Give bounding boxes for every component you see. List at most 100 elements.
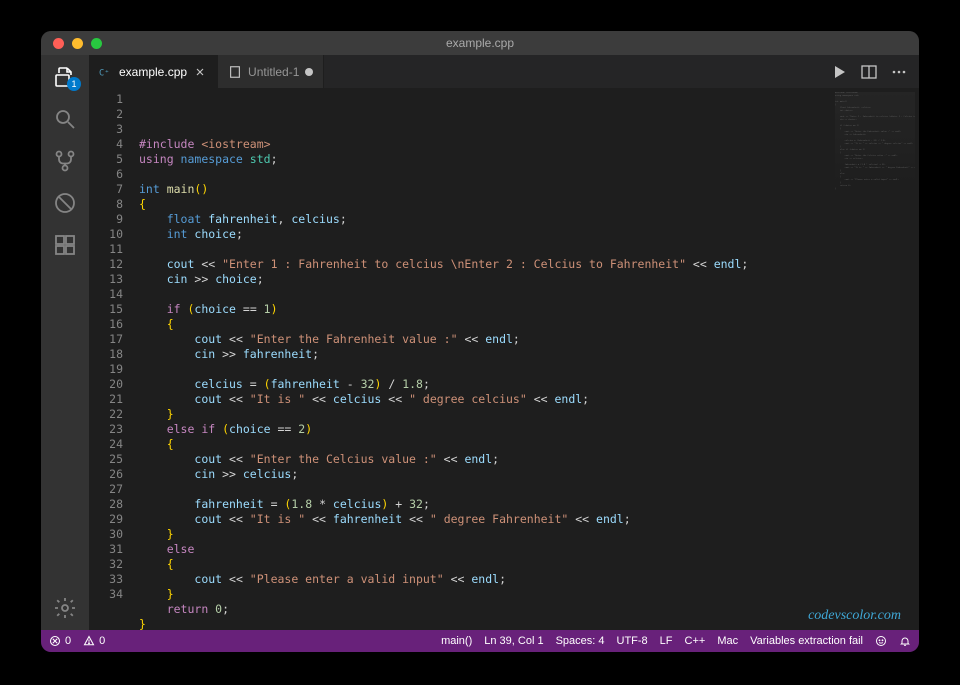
line-number: 21 <box>89 392 123 407</box>
code-line[interactable]: else if (choice == 2) <box>139 422 919 437</box>
code-line[interactable]: #include <iostream> <box>139 137 919 152</box>
line-number: 16 <box>89 317 123 332</box>
code-line[interactable]: } <box>139 407 919 422</box>
line-number: 7 <box>89 182 123 197</box>
line-number: 5 <box>89 152 123 167</box>
line-number: 25 <box>89 452 123 467</box>
line-number: 3 <box>89 122 123 137</box>
more-actions-icon[interactable] <box>891 64 907 80</box>
maximize-window-button[interactable] <box>91 38 102 49</box>
code-line[interactable]: cout << "Please enter a valid input" << … <box>139 572 919 587</box>
status-function[interactable]: main() <box>441 635 472 647</box>
line-number: 24 <box>89 437 123 452</box>
line-number: 6 <box>89 167 123 182</box>
editor-body: 1 C⁺ example.cpp Untitled-1 <box>41 55 919 630</box>
line-number: 15 <box>89 302 123 317</box>
window-title: example.cpp <box>41 36 919 50</box>
code-line[interactable]: cout << "Enter the Celcius value :" << e… <box>139 452 919 467</box>
search-icon[interactable] <box>53 107 77 131</box>
code-line[interactable]: int choice; <box>139 227 919 242</box>
status-misc[interactable]: Variables extraction fail <box>750 635 863 647</box>
code-content[interactable]: #include <iostream> using namespace std;… <box>133 88 919 630</box>
code-line[interactable]: using namespace std; <box>139 152 919 167</box>
run-icon[interactable] <box>831 64 847 80</box>
code-line[interactable]: cout << "It is " << celcius << " degree … <box>139 392 919 407</box>
explorer-badge: 1 <box>67 77 81 91</box>
code-line[interactable]: } <box>139 587 919 602</box>
close-tab-icon[interactable] <box>193 65 207 79</box>
activity-bar: 1 <box>41 55 89 630</box>
code-line[interactable]: cin >> choice; <box>139 272 919 287</box>
code-line[interactable]: if (choice == 1) <box>139 302 919 317</box>
code-line[interactable]: float fahrenheit, celcius; <box>139 212 919 227</box>
editor-main: C⁺example.cppUntitled-1 1234567891011121… <box>89 55 919 630</box>
line-number: 33 <box>89 572 123 587</box>
code-line[interactable]: return 0; <box>139 602 919 617</box>
line-number: 18 <box>89 347 123 362</box>
traffic-lights <box>41 38 102 49</box>
settings-gear-icon[interactable] <box>53 596 77 620</box>
tab-untitled-1[interactable]: Untitled-1 <box>218 55 324 88</box>
code-line[interactable] <box>139 287 919 302</box>
split-editor-icon[interactable] <box>861 64 877 80</box>
code-line[interactable]: { <box>139 557 919 572</box>
code-editor[interactable]: 1234567891011121314151617181920212223242… <box>89 88 919 630</box>
line-number: 22 <box>89 407 123 422</box>
status-feedback-icon[interactable] <box>875 635 887 647</box>
code-line[interactable]: cin >> celcius; <box>139 467 919 482</box>
line-number: 31 <box>89 542 123 557</box>
status-bell-icon[interactable] <box>899 635 911 647</box>
code-line[interactable] <box>139 362 919 377</box>
code-line[interactable]: { <box>139 197 919 212</box>
code-line[interactable]: } <box>139 527 919 542</box>
code-line[interactable]: int main() <box>139 182 919 197</box>
line-number: 8 <box>89 197 123 212</box>
tab-example-cpp[interactable]: C⁺ example.cpp <box>89 55 218 88</box>
tabs-bar: C⁺ example.cpp Untitled-1 <box>89 55 919 88</box>
code-line[interactable] <box>139 482 919 497</box>
status-errors[interactable]: 0 <box>49 635 71 647</box>
error-count: 0 <box>65 635 71 647</box>
code-line[interactable] <box>139 167 919 182</box>
code-line[interactable]: } <box>139 617 919 630</box>
status-warnings[interactable]: 0 <box>83 635 105 647</box>
code-line[interactable]: cout << "Enter the Fahrenheit value :" <… <box>139 332 919 347</box>
line-number-gutter: 1234567891011121314151617181920212223242… <box>89 88 133 630</box>
dirty-indicator-icon <box>305 68 313 76</box>
close-window-button[interactable] <box>53 38 64 49</box>
editor-actions <box>831 55 919 88</box>
debug-icon[interactable] <box>53 191 77 215</box>
code-line[interactable]: { <box>139 437 919 452</box>
line-number: 17 <box>89 332 123 347</box>
code-line[interactable]: else <box>139 542 919 557</box>
line-number: 13 <box>89 272 123 287</box>
status-bar: 0 0 main() Ln 39, Col 1 Spaces: 4 UTF-8 … <box>41 630 919 652</box>
status-eol[interactable]: LF <box>660 635 673 647</box>
code-line[interactable]: fahrenheit = (1.8 * celcius) + 32; <box>139 497 919 512</box>
status-os[interactable]: Mac <box>717 635 738 647</box>
status-encoding[interactable]: UTF-8 <box>617 635 648 647</box>
warning-count: 0 <box>99 635 105 647</box>
minimize-window-button[interactable] <box>72 38 83 49</box>
status-language[interactable]: C++ <box>685 635 706 647</box>
line-number: 32 <box>89 557 123 572</box>
line-number: 4 <box>89 137 123 152</box>
source-control-icon[interactable] <box>53 149 77 173</box>
minimap[interactable]: #include <iostream> using namespace std;… <box>835 92 915 192</box>
code-line[interactable]: cout << "It is " << fahrenheit << " degr… <box>139 512 919 527</box>
status-indent[interactable]: Spaces: 4 <box>556 635 605 647</box>
tab-label: example.cpp <box>119 65 187 79</box>
code-line[interactable]: celcius = (fahrenheit - 32) / 1.8; <box>139 377 919 392</box>
code-line[interactable] <box>139 242 919 257</box>
line-number: 29 <box>89 512 123 527</box>
line-number: 9 <box>89 212 123 227</box>
file-icon <box>228 65 242 79</box>
code-line[interactable]: cout << "Enter 1 : Fahrenheit to celcius… <box>139 257 919 272</box>
code-line[interactable]: { <box>139 317 919 332</box>
status-cursor[interactable]: Ln 39, Col 1 <box>484 635 543 647</box>
file-icon: C⁺ <box>99 65 113 79</box>
line-number: 19 <box>89 362 123 377</box>
line-number: 34 <box>89 587 123 602</box>
code-line[interactable]: cin >> fahrenheit; <box>139 347 919 362</box>
extensions-icon[interactable] <box>53 233 77 257</box>
